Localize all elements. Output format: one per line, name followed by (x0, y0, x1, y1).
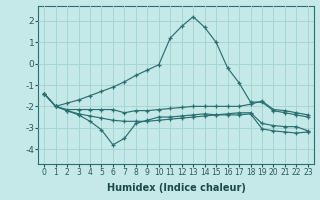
X-axis label: Humidex (Indice chaleur): Humidex (Indice chaleur) (107, 183, 245, 193)
